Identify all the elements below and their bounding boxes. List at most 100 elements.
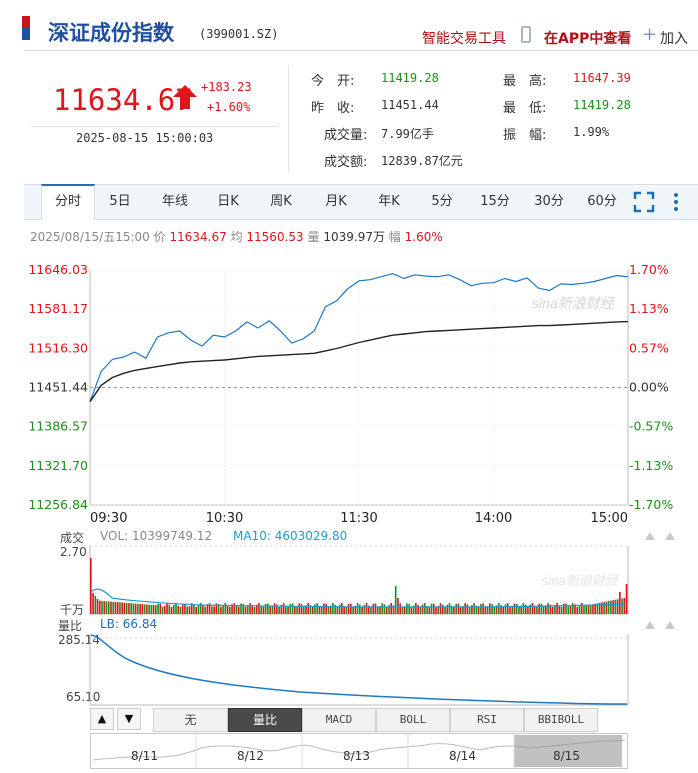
volume-bars	[90, 558, 628, 615]
tab-30min[interactable]: 30分	[534, 194, 564, 209]
volume-bar	[446, 604, 449, 614]
tab-intraday[interactable]: 分时	[41, 184, 95, 220]
tab-daily-k[interactable]: 日K	[217, 194, 239, 209]
lb-panel-up-icon[interactable]	[644, 620, 656, 630]
lb-panel-down-icon[interactable]	[664, 620, 676, 630]
tab-yearly-k[interactable]: 年K	[378, 194, 400, 209]
volume-bar	[220, 606, 222, 614]
volume-bar	[482, 603, 484, 614]
volume-bar	[381, 603, 384, 614]
volume-bar	[188, 606, 191, 614]
volume-bar	[556, 603, 558, 614]
volume-bar	[448, 603, 451, 614]
volume-bar	[520, 605, 523, 614]
x-axis-ticks: 09:30 10:30 11:30 14:00 15:00	[90, 511, 628, 526]
info-avg: 11560.53	[246, 230, 304, 244]
tab-year-line[interactable]: 年线	[161, 194, 188, 209]
volume-bar	[390, 603, 393, 614]
panel-down-button[interactable]: ▼	[117, 708, 141, 730]
volume-bar	[134, 603, 137, 614]
volume-bar	[439, 603, 442, 614]
volume-bar	[426, 606, 428, 614]
volume-bar	[235, 606, 238, 614]
volume-bar	[610, 600, 612, 614]
turnover-label: 成交额:	[324, 155, 368, 170]
tab-weekly-k[interactable]: 周K	[270, 194, 292, 209]
price-line	[89, 273, 629, 402]
pct-tick-label: -1.13%	[629, 458, 673, 473]
more-options-icon[interactable]	[671, 191, 681, 213]
indicator-none-button[interactable]: 无	[153, 708, 228, 732]
volume-bar	[518, 606, 520, 614]
volume-bar	[625, 584, 628, 614]
volume-bar	[116, 602, 119, 614]
volume-panel-up-icon[interactable]	[644, 531, 656, 541]
volume-bar	[193, 604, 195, 614]
volume-panel-down-icon[interactable]	[664, 531, 676, 541]
volume-bar	[589, 604, 592, 614]
volume-bar	[497, 603, 500, 614]
tab-15min[interactable]: 15分	[480, 194, 510, 209]
volume-bar	[406, 603, 408, 614]
volume-bar	[493, 606, 496, 614]
indicator-bbiboll-button[interactable]: BBIBOLL	[524, 708, 598, 732]
volume-bar	[249, 603, 251, 614]
navigator-label-0812: 8/12	[237, 749, 264, 763]
volume-bar	[385, 607, 388, 614]
volume-bar	[320, 606, 323, 614]
turnover-value: 12839.87亿元	[381, 154, 463, 168]
low-value: 11419.28	[573, 98, 631, 112]
navigator-selection[interactable]	[514, 735, 622, 767]
volume-bar	[540, 603, 543, 614]
volume-bar	[233, 603, 236, 614]
period-tabbar: 分时 5日 年线 日K 周K 月K 年K 5分 15分 30分 60分	[24, 184, 698, 220]
indicator-rsi-button[interactable]: RSI	[450, 708, 524, 732]
volume-bar	[354, 605, 357, 614]
volume-bar	[536, 606, 538, 614]
date-navigator[interactable]: 8/11 8/12 8/13 8/14 8/15	[90, 733, 628, 769]
volume-bar	[285, 605, 287, 614]
tab-5day[interactable]: 5日	[109, 194, 131, 209]
tab-5min[interactable]: 5分	[431, 194, 453, 209]
volume-bar	[170, 607, 173, 614]
add-to-watchlist-link[interactable]: 加入	[660, 31, 688, 47]
tab-monthly-k[interactable]: 月K	[325, 194, 347, 209]
volume-bar	[397, 598, 399, 614]
page-title: 深证成份指数	[48, 21, 174, 45]
lb-line	[90, 634, 628, 705]
intraday-chart[interactable]: sina新浪财经 11646.03 11581.17 11516.30 11451.4…	[0, 250, 698, 530]
x-tick-label: 10:30	[206, 511, 243, 526]
pct-tick-label: 0.57%	[629, 340, 669, 355]
volume-bar	[332, 603, 334, 614]
volume-ma-line	[90, 588, 627, 608]
tab-60min[interactable]: 60分	[587, 194, 617, 209]
indicator-macd-button[interactable]: MACD	[302, 708, 376, 732]
view-in-app-link[interactable]: 在APP中查看	[544, 31, 632, 47]
volume-bar	[441, 604, 444, 614]
fullscreen-icon[interactable]	[633, 191, 655, 213]
volume-bar	[412, 605, 415, 614]
plus-icon[interactable]: +	[642, 24, 658, 45]
volume-bar	[370, 606, 372, 614]
volume-bar	[444, 607, 446, 614]
volume-bar	[524, 604, 527, 614]
volume-bar	[419, 607, 422, 614]
volume-bar	[336, 607, 339, 614]
indicator-boll-button[interactable]: BOLL	[376, 708, 450, 732]
volume-bar	[311, 606, 314, 614]
panel-up-button[interactable]: ▲	[90, 708, 114, 730]
volume-bar	[623, 597, 626, 614]
smart-trade-tool-link[interactable]: 智能交易工具	[422, 31, 506, 47]
indicator-lb-button[interactable]: 量比	[228, 708, 302, 732]
volume-bar	[262, 606, 265, 614]
volume-bar	[605, 601, 608, 614]
volume-bar	[352, 606, 354, 614]
prev-close-value: 11451.44	[381, 98, 439, 112]
volume-bar	[596, 603, 599, 614]
info-avg-label: 均	[230, 230, 243, 244]
phone-icon[interactable]	[521, 26, 531, 43]
volume-bar	[388, 605, 390, 614]
volume-bar	[107, 601, 110, 614]
volume-bar	[417, 605, 419, 614]
volume-bar	[486, 606, 489, 614]
